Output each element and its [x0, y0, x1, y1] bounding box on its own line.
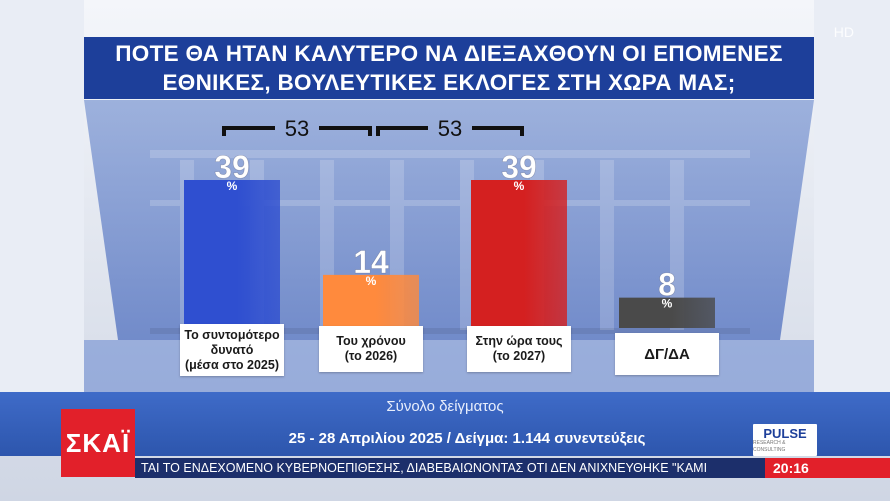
bracket-left-2: [376, 126, 428, 136]
bar-value-label-2: 14: [353, 244, 389, 280]
chart-title-line-1: ΠΟΤΕ ΘΑ ΗΤΑΝ ΚΑΛΥΤΕΡΟ ΝΑ ΔΙΕΞΑΧΘΟΥΝ ΟΙ Ε…: [115, 41, 783, 66]
category-label-2-line-2: (το 2026): [344, 349, 398, 363]
bar-2: [323, 274, 419, 328]
category-label-3-line-1: Στην ώρα τους: [475, 334, 563, 348]
bar-4: [619, 297, 715, 328]
sample-label: Σύνολο δείγματος: [386, 398, 504, 415]
category-label-1: Το συντομότερο δυνατό (μέσα στο 2025): [180, 324, 284, 376]
bar-value-label-4: 8: [658, 267, 676, 303]
category-label-1-line-1: Το συντομότερο: [184, 327, 280, 342]
bracket-left-1: [222, 126, 275, 136]
bar-unit-label-2: %: [366, 274, 377, 288]
bracket-right-2: [472, 126, 524, 136]
bar-value-label-1: 39: [214, 149, 250, 185]
chart-title-line-2: ΕΘΝΙΚΕΣ, ΒΟΥΛΕΥΤΙΚΕΣ ΕΚΛΟΓΕΣ ΣΤΗ ΧΩΡΑ ΜΑ…: [162, 70, 736, 95]
chart-title: ΠΟΤΕ ΘΑ ΗΤΑΝ ΚΑΛΥΤΕΡΟ ΝΑ ΔΙΕΞΑΧΘΟΥΝ ΟΙ Ε…: [84, 37, 814, 99]
pollster-tagline: RESEARCH & CONSULTING: [753, 439, 786, 453]
news-ticker: ΤΑΙ ΤΟ ΕΝΔΕΧΟΜΕΝΟ ΚΥΒΕΡΝΟΕΠΙΘΕΣΗΣ, ΔΙΑΒΕ…: [135, 458, 765, 478]
category-label-4: ΔΓ/ΔΑ: [615, 333, 719, 375]
bar-unit-label-4: %: [662, 297, 673, 311]
bracket-right-1: [319, 126, 372, 136]
pollster-name: PULSE: [763, 425, 807, 441]
news-ticker-text: ΤΑΙ ΤΟ ΕΝΔΕΧΟΜΕΝΟ ΚΥΒΕΡΝΟΕΠΙΘΕΣΗΣ, ΔΙΑΒΕ…: [141, 461, 708, 475]
pollster-logo: PULSE RESEARCH & CONSULTING: [753, 424, 817, 456]
bar-unit-label-3: %: [514, 179, 525, 193]
bracket-value-label-2: 53: [438, 116, 462, 141]
category-label-1-line-2: δυνατό: [210, 342, 254, 357]
category-label-3: Στην ώρα τους (το 2027): [467, 326, 571, 372]
bracket-value-label-1: 53: [285, 116, 309, 141]
category-label-3-line-2: (το 2027): [492, 349, 546, 363]
category-label-2-line-1: Του χρόνου: [336, 334, 406, 348]
category-label-1-line-3: (μέσα στο 2025): [184, 357, 280, 372]
category-label-4-line-1: ΔΓ/ΔΑ: [644, 345, 690, 363]
clock: 20:16: [765, 458, 890, 478]
hd-badge: HD: [833, 24, 854, 40]
bar-value-label-3: 39: [501, 149, 537, 185]
channel-logo: ΣΚΑΪ: [61, 409, 135, 477]
footer-band: [0, 392, 890, 456]
bar-3: [471, 180, 567, 328]
survey-date-line: 25 - 28 Απριλίου 2025 / Δείγμα: 1.144 συ…: [288, 430, 646, 447]
chart-floor: [150, 328, 750, 334]
category-label-2: Του χρόνου (το 2026): [319, 326, 423, 372]
bar-1: [184, 180, 280, 328]
bar-unit-label-1: %: [227, 179, 238, 193]
